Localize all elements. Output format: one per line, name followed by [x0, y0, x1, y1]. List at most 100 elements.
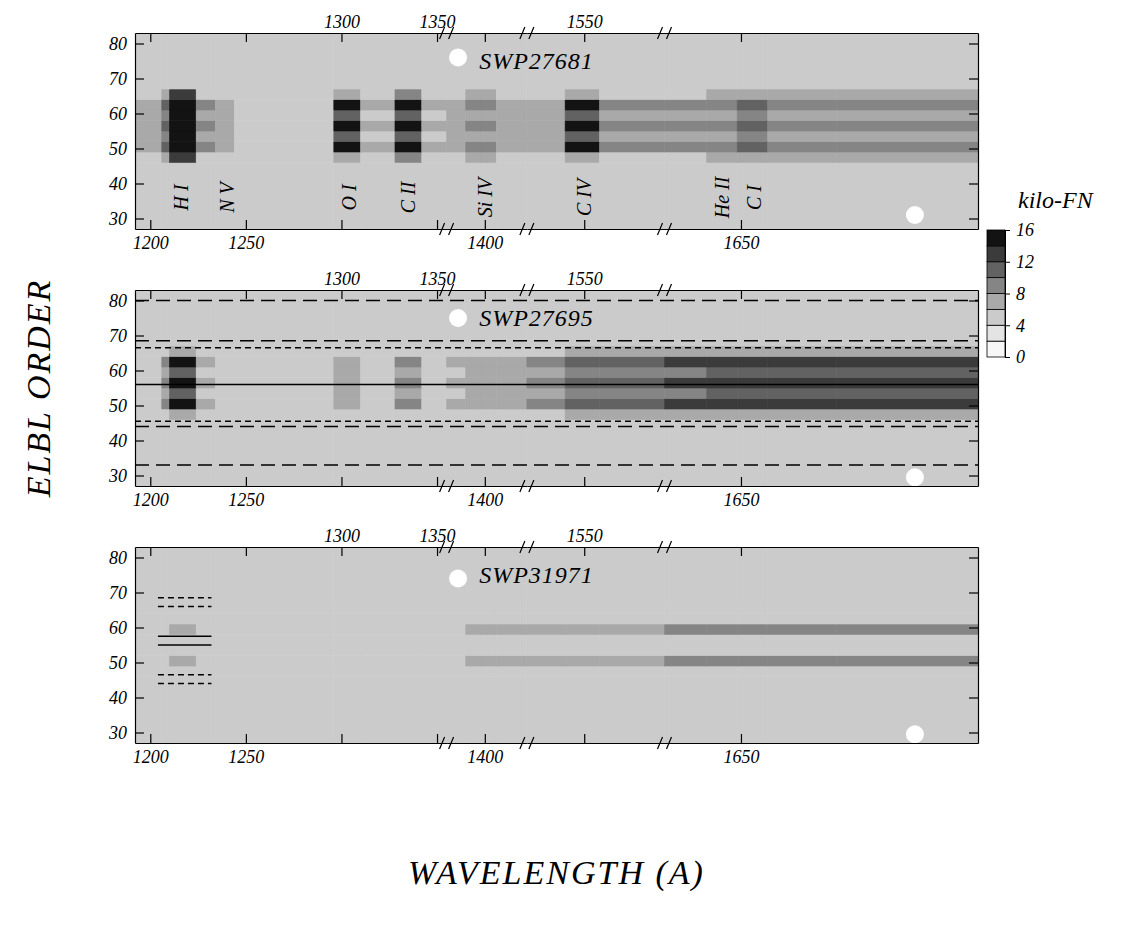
tick-mark	[150, 477, 151, 486]
cell	[135, 33, 162, 89]
cell	[600, 388, 665, 399]
cell	[600, 121, 665, 132]
extraction-line	[135, 300, 978, 302]
cell	[737, 547, 768, 603]
cell	[466, 399, 481, 410]
tick-mark	[741, 33, 742, 42]
cell	[737, 635, 768, 646]
cell	[169, 89, 196, 100]
cell	[707, 142, 738, 153]
cell	[496, 367, 527, 378]
cell	[334, 547, 361, 603]
cell	[162, 110, 170, 121]
tick	[341, 734, 342, 743]
cell	[361, 635, 395, 646]
cell	[600, 367, 665, 378]
tick-mark	[246, 290, 247, 299]
cell	[422, 603, 447, 614]
tick: 1350	[420, 269, 456, 299]
tick: 60	[109, 104, 144, 124]
cell	[565, 142, 599, 153]
tick	[437, 734, 438, 743]
tick: 70	[109, 326, 144, 346]
cell	[215, 33, 234, 89]
cell	[481, 357, 496, 368]
cell	[665, 378, 707, 389]
axis-line	[136, 229, 448, 230]
tick	[969, 558, 978, 559]
tick-mark	[969, 662, 978, 663]
cell	[395, 152, 422, 163]
tick-label: 50	[109, 139, 127, 159]
cell	[707, 290, 738, 346]
cell	[447, 89, 466, 100]
cell	[135, 624, 162, 635]
tick-mark	[969, 732, 978, 733]
cell	[215, 152, 234, 163]
tick-mark	[1005, 325, 1010, 326]
colorbar-level	[987, 309, 1005, 325]
cell	[707, 33, 738, 89]
cell	[600, 420, 665, 487]
cell	[466, 131, 481, 142]
tick-mark	[246, 547, 247, 556]
cell	[496, 100, 527, 111]
tick-mark	[969, 592, 978, 593]
cell	[334, 367, 361, 378]
cell	[395, 89, 422, 100]
cell	[215, 89, 234, 100]
cell	[565, 614, 599, 625]
x-axis-bottom: 1650	[665, 477, 978, 510]
cell	[234, 399, 333, 410]
tick: 1350	[420, 526, 456, 556]
cell	[565, 420, 599, 487]
cell	[361, 142, 395, 153]
cell	[196, 367, 215, 378]
extraction-line	[158, 683, 212, 685]
cell	[135, 357, 162, 368]
cell	[361, 33, 395, 89]
tick: 40	[109, 174, 144, 194]
cell	[496, 614, 527, 625]
cell	[334, 666, 361, 677]
cell	[565, 624, 599, 635]
tick-mark	[1005, 294, 1010, 295]
x-axis-top	[665, 547, 978, 556]
chart: 1200125013001350140015501650304050607080…	[0, 0, 1142, 932]
cell	[234, 420, 333, 487]
cell	[196, 121, 215, 132]
cell	[837, 635, 978, 646]
cell	[565, 110, 599, 121]
tick-mark	[341, 734, 342, 743]
cell	[196, 547, 215, 603]
cell	[135, 100, 162, 111]
cell	[665, 100, 707, 111]
cell	[196, 420, 215, 487]
cell	[169, 388, 196, 399]
cell	[395, 121, 422, 132]
cell	[737, 645, 768, 656]
tick-mark	[135, 78, 144, 79]
tick	[969, 336, 978, 337]
cell	[162, 163, 170, 230]
tick: 50	[109, 396, 144, 416]
extraction-line	[135, 464, 978, 466]
cell	[361, 614, 395, 625]
cell	[234, 645, 333, 656]
axis-line	[447, 547, 527, 548]
extraction-line	[135, 421, 978, 423]
tick-mark	[741, 547, 742, 556]
cell	[334, 131, 361, 142]
cell	[768, 378, 837, 389]
cell	[196, 357, 215, 368]
tick-mark	[969, 475, 978, 476]
tick: 4	[1005, 316, 1025, 336]
cell	[422, 357, 447, 368]
cell	[466, 110, 481, 121]
cell	[234, 33, 333, 89]
tick: 30	[108, 723, 144, 743]
tick-label: 50	[109, 396, 127, 416]
cell	[162, 367, 170, 378]
cell	[527, 656, 565, 667]
panel: 1200125013001350140015501650304050607080…	[108, 526, 979, 767]
